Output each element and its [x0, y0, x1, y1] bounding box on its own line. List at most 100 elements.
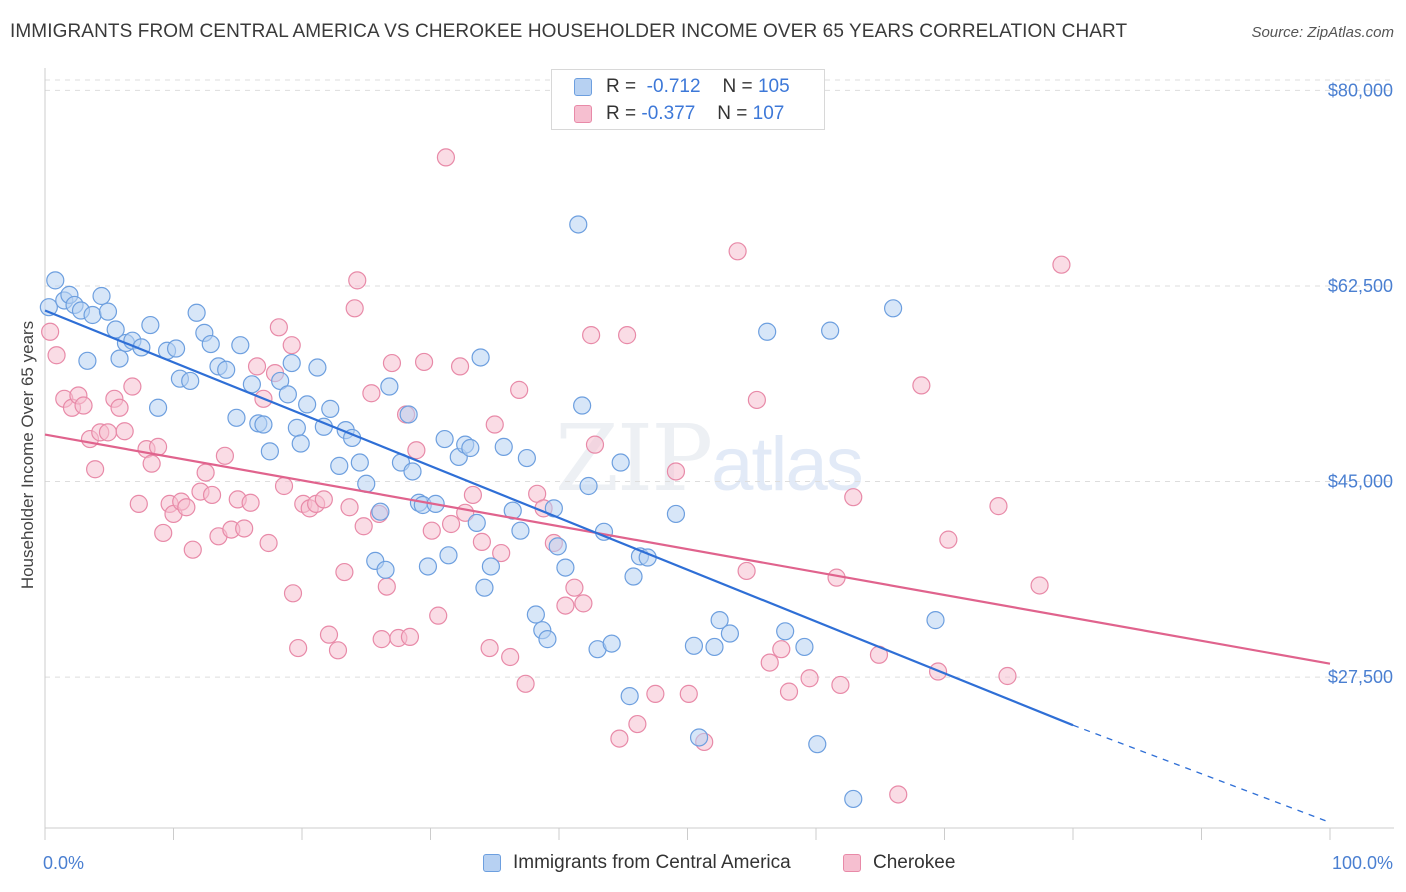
legend-item-cherokee[interactable]: Cherokee: [843, 852, 955, 874]
central-america-point: [187, 303, 206, 322]
central-america-point: [350, 453, 369, 472]
legend-r-label: R =: [606, 76, 637, 97]
central-america-point: [494, 437, 513, 456]
cherokee-point: [582, 326, 601, 345]
central-america-point: [380, 377, 399, 396]
central-america-point: [705, 637, 724, 657]
cherokee-point: [235, 519, 254, 538]
legend-swatch-pink: [574, 105, 592, 123]
cherokee-point: [289, 638, 308, 658]
cherokee-point: [772, 640, 791, 659]
cherokee-point: [556, 596, 575, 615]
cherokee-point: [565, 578, 584, 597]
central-america-trend-line: [44, 309, 1074, 727]
cherokee-point: [831, 675, 850, 695]
central-america-point: [39, 298, 58, 317]
cherokee-point: [74, 396, 93, 415]
cherokee-point: [282, 336, 301, 355]
central-america-point: [548, 537, 567, 556]
cherokee-point: [800, 669, 819, 688]
central-america-point: [538, 630, 557, 649]
central-america-point: [579, 476, 598, 496]
x-tick-label: 0.0%: [43, 853, 84, 873]
central-america-point: [260, 442, 279, 461]
cherokee-point: [400, 627, 420, 646]
central-america-point: [254, 415, 273, 434]
cherokee-point: [429, 606, 448, 625]
cherokee-point: [646, 684, 665, 703]
central-america-point: [83, 305, 102, 325]
x-axis-ticks: [44, 828, 1331, 840]
central-america-point: [181, 371, 200, 391]
cherokee-point: [422, 521, 441, 540]
central-america-point: [282, 353, 301, 373]
cherokee-point: [510, 380, 529, 399]
cherokee-point: [760, 653, 779, 672]
central-america-point: [435, 429, 454, 449]
cherokee-point: [177, 498, 196, 517]
central-america-point: [526, 605, 545, 624]
cherokee-point: [241, 493, 260, 512]
cherokee-point: [441, 514, 461, 534]
cherokee-point: [382, 353, 402, 373]
central-america-point: [883, 299, 903, 318]
cherokee-point: [202, 485, 222, 505]
cherokee-point: [610, 729, 629, 748]
cherokee-point: [196, 463, 215, 482]
cherokee-point: [414, 352, 434, 372]
cherokee-point: [110, 398, 129, 417]
cherokee-point: [41, 322, 60, 341]
legend-row-central-america: R = -0.712 N = 105: [574, 76, 790, 98]
cherokee-point: [1052, 255, 1071, 274]
watermark-zip: ZIP: [555, 405, 713, 512]
central-america-point: [287, 418, 306, 437]
cherokee-point: [480, 638, 499, 658]
central-america-point: [371, 502, 390, 521]
cherokee-point: [274, 476, 294, 496]
central-america-point: [467, 513, 486, 532]
y-tick-label: $45,000: [1328, 472, 1393, 492]
cherokee-point: [585, 435, 605, 454]
central-america-point: [461, 438, 480, 458]
central-america-point: [78, 351, 97, 370]
central-america-point: [517, 448, 536, 468]
legend-label: Cherokee: [873, 852, 956, 873]
central-america-point: [308, 358, 327, 377]
central-america-point: [844, 789, 863, 809]
cherokee-point: [115, 422, 134, 441]
cherokee-point: [666, 462, 686, 481]
central-america-point: [403, 462, 422, 481]
cherokee-point: [354, 517, 373, 536]
central-america-point: [926, 611, 945, 630]
correlation-legend: R = -0.712 N = 105 R = -0.377 N = 107: [551, 69, 825, 130]
legend-n-value: 107: [752, 103, 785, 124]
legend-r-label: R =: [606, 103, 637, 124]
cherokee-point: [47, 346, 66, 365]
cherokee-point: [340, 498, 359, 517]
legend-swatch-pink: [843, 854, 861, 872]
cherokee-point: [989, 497, 1008, 516]
central-america-point: [666, 504, 686, 524]
cherokee-point: [463, 485, 483, 505]
central-america-point: [624, 567, 643, 586]
central-america-point: [481, 557, 500, 576]
cherokee-point: [679, 684, 698, 703]
cherokee-point: [728, 242, 747, 261]
cherokee-point: [123, 377, 142, 396]
cherokee-point: [215, 446, 234, 465]
cherokee-point: [247, 357, 267, 376]
cherokee-point: [779, 682, 799, 701]
central-america-point: [569, 215, 588, 234]
cherokee-point: [348, 271, 367, 290]
legend-n-value: 105: [757, 76, 790, 97]
cherokee-point: [328, 641, 348, 660]
cherokee-point: [142, 454, 161, 473]
legend-label: Immigrants from Central America: [513, 852, 791, 873]
legend-item-central-america[interactable]: Immigrants from Central America: [483, 852, 791, 874]
central-america-point: [710, 611, 729, 630]
chart-title: IMMIGRANTS FROM CENTRAL AMERICA VS CHERO…: [10, 21, 1128, 42]
cherokee-point: [154, 523, 173, 543]
cherokee-point: [628, 714, 647, 734]
central-america-point: [231, 336, 250, 355]
